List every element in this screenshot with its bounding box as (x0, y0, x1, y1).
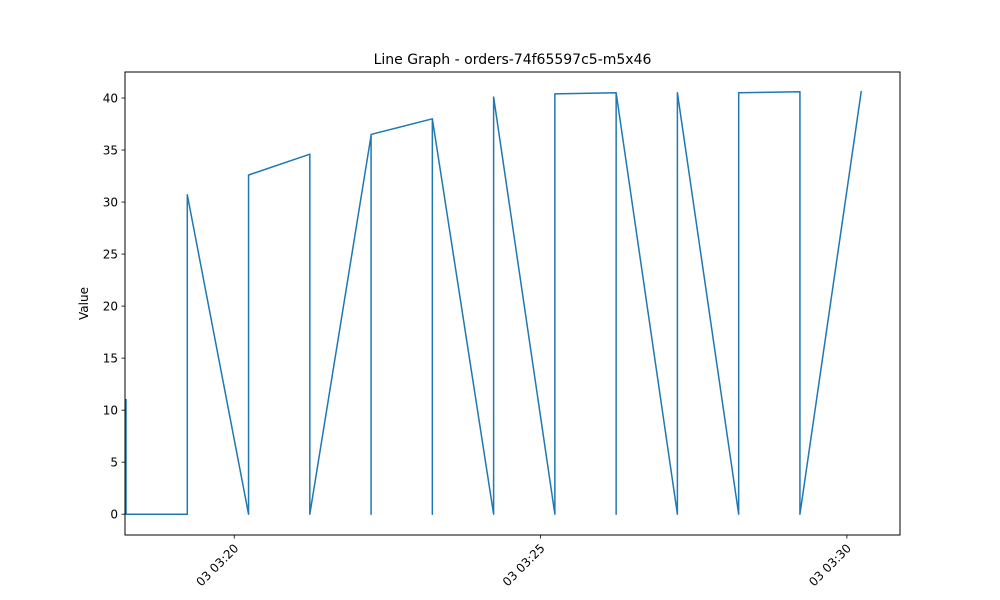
y-tick-label: 10 (103, 404, 118, 418)
plot-frame (124, 71, 901, 536)
series-line (125, 90, 863, 515)
y-tick-label: 30 (103, 196, 118, 210)
y-tick-label: 20 (103, 300, 118, 314)
y-tick-label: 5 (110, 456, 118, 470)
y-axis-ticks: 0 5 10 15 20 25 30 35 40 (103, 92, 125, 522)
y-tick-label: 25 (103, 248, 118, 262)
y-axis-label: Value (77, 287, 91, 320)
chart-title: Line Graph - orders-74f65597c5-m5x46 (374, 52, 652, 68)
y-tick-label: 0 (110, 508, 118, 522)
y-tick-label: 35 (103, 144, 118, 158)
y-tick-label: 40 (103, 92, 118, 106)
y-tick-label: 15 (103, 352, 118, 366)
